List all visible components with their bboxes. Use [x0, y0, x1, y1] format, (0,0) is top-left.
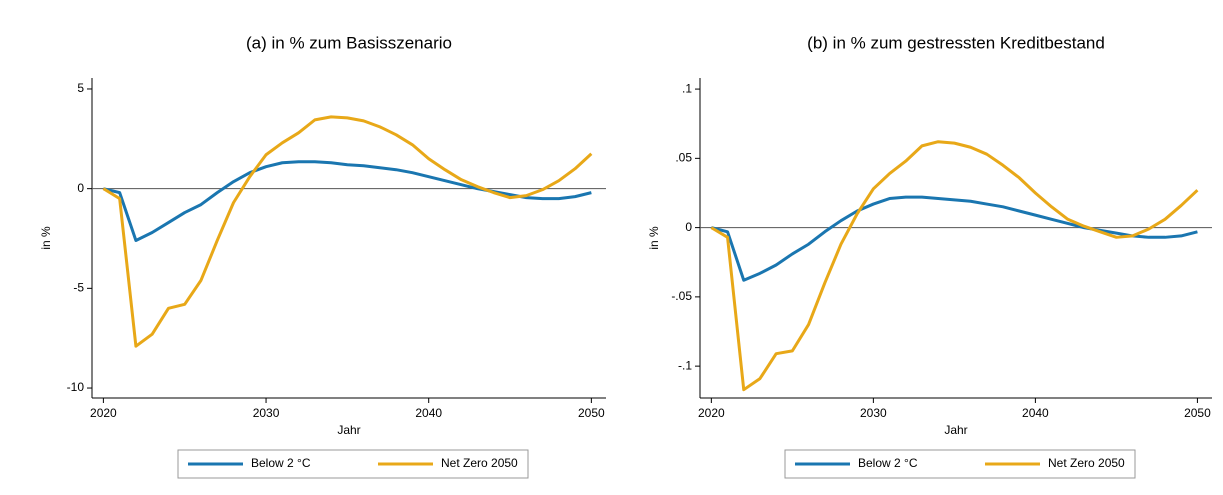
- legend-label: Net Zero 2050: [441, 456, 518, 470]
- x-tick-label: 2050: [578, 406, 605, 420]
- legend-label: Net Zero 2050: [1048, 456, 1125, 470]
- x-tick-label: 2050: [1184, 406, 1211, 420]
- y-axis-label: in %: [39, 226, 53, 250]
- y-tick-label: 5: [77, 81, 84, 95]
- y-tick-label: -10: [67, 380, 85, 394]
- x-tick-label: 2040: [1022, 406, 1049, 420]
- x-axis-label: Jahr: [944, 423, 967, 437]
- y-tick-label: 0: [685, 220, 692, 234]
- y-tick-label: -.05: [671, 289, 692, 303]
- x-tick-label: 2020: [698, 406, 725, 420]
- x-tick-label: 2040: [415, 406, 442, 420]
- y-tick-label: -5: [73, 281, 84, 295]
- series-line: [710, 195, 1198, 282]
- legend-label: Below 2 °C: [251, 456, 311, 470]
- y-tick-label: 0: [77, 181, 84, 195]
- y-axis-label: in %: [647, 226, 661, 250]
- series-line: [102, 115, 593, 348]
- y-tick-label: .1: [682, 81, 692, 95]
- y-tick-label: -.1: [678, 358, 692, 372]
- x-tick-label: 2030: [860, 406, 887, 420]
- legend-label: Below 2 °C: [858, 456, 918, 470]
- series-line: [710, 140, 1199, 392]
- chart-title: (a) in % zum Basisszenario: [246, 33, 452, 52]
- y-tick-label: .05: [675, 151, 692, 165]
- x-axis-label: Jahr: [337, 423, 360, 437]
- x-tick-label: 2020: [90, 406, 117, 420]
- x-tick-label: 2030: [253, 406, 280, 420]
- series-line: [103, 160, 592, 242]
- chart-title: (b) in % zum gestressten Kreditbestand: [807, 33, 1105, 52]
